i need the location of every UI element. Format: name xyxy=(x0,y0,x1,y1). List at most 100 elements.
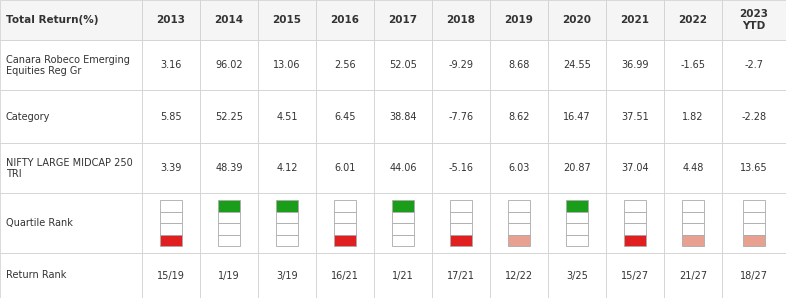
Bar xyxy=(450,223,472,235)
Bar xyxy=(682,200,704,212)
Bar xyxy=(508,212,530,223)
Text: TRI: TRI xyxy=(6,169,22,179)
Bar xyxy=(606,193,664,253)
Bar xyxy=(566,212,588,223)
Bar xyxy=(218,223,240,235)
Text: 6.03: 6.03 xyxy=(509,163,530,173)
Text: 48.39: 48.39 xyxy=(215,163,243,173)
Bar xyxy=(334,235,356,246)
Text: 2020: 2020 xyxy=(563,15,592,25)
Bar xyxy=(682,223,704,235)
Text: 18/27: 18/27 xyxy=(740,271,768,280)
Bar xyxy=(316,40,374,90)
Bar xyxy=(160,200,182,212)
Text: 1.82: 1.82 xyxy=(682,111,703,122)
Bar xyxy=(218,200,240,212)
Text: -9.29: -9.29 xyxy=(449,60,473,70)
Bar xyxy=(722,143,786,193)
Bar xyxy=(548,193,606,253)
Bar xyxy=(450,212,472,223)
Text: 1/19: 1/19 xyxy=(219,271,240,280)
Bar xyxy=(374,0,432,40)
Text: 15/19: 15/19 xyxy=(157,271,185,280)
Bar xyxy=(624,200,646,212)
Text: 2023
YTD: 2023 YTD xyxy=(740,9,769,31)
Bar xyxy=(160,223,182,235)
Bar xyxy=(432,193,490,253)
Text: 4.51: 4.51 xyxy=(276,111,298,122)
Bar xyxy=(218,212,240,223)
Bar xyxy=(624,223,646,235)
Bar xyxy=(664,143,722,193)
Bar xyxy=(374,90,432,143)
Bar xyxy=(200,193,258,253)
Bar xyxy=(624,235,646,246)
Bar xyxy=(276,212,298,223)
Bar xyxy=(0,143,142,193)
Bar xyxy=(432,143,490,193)
Bar xyxy=(722,193,786,253)
Bar xyxy=(276,235,298,246)
Bar xyxy=(142,143,200,193)
Bar xyxy=(664,40,722,90)
Bar xyxy=(392,223,414,235)
Text: 37.51: 37.51 xyxy=(621,111,649,122)
Bar xyxy=(160,212,182,223)
Bar xyxy=(722,90,786,143)
Bar xyxy=(450,200,472,212)
Bar xyxy=(392,200,414,212)
Text: 44.06: 44.06 xyxy=(389,163,417,173)
Bar xyxy=(316,193,374,253)
Bar xyxy=(334,223,356,235)
Bar xyxy=(0,193,142,253)
Bar xyxy=(566,200,588,212)
Bar xyxy=(722,0,786,40)
Bar xyxy=(200,143,258,193)
Text: 2017: 2017 xyxy=(388,15,417,25)
Bar xyxy=(508,223,530,235)
Bar xyxy=(432,253,490,298)
Text: Return Rank: Return Rank xyxy=(6,271,66,280)
Text: 2019: 2019 xyxy=(505,15,534,25)
Bar xyxy=(142,0,200,40)
Text: 1/21: 1/21 xyxy=(392,271,414,280)
Bar xyxy=(142,193,200,253)
Bar xyxy=(490,253,548,298)
Bar xyxy=(276,200,298,212)
Bar xyxy=(682,212,704,223)
Bar xyxy=(664,90,722,143)
Bar xyxy=(334,200,356,212)
Text: 52.25: 52.25 xyxy=(215,111,243,122)
Text: 4.12: 4.12 xyxy=(276,163,298,173)
Bar xyxy=(432,90,490,143)
Text: 52.05: 52.05 xyxy=(389,60,417,70)
Bar xyxy=(316,253,374,298)
Bar xyxy=(606,253,664,298)
Text: 20.87: 20.87 xyxy=(563,163,591,173)
Text: 16/21: 16/21 xyxy=(331,271,359,280)
Bar xyxy=(374,40,432,90)
Bar xyxy=(200,40,258,90)
Bar xyxy=(316,0,374,40)
Text: -2.28: -2.28 xyxy=(741,111,766,122)
Bar xyxy=(722,253,786,298)
Bar xyxy=(276,223,298,235)
Bar xyxy=(374,143,432,193)
Bar xyxy=(743,223,765,235)
Bar xyxy=(743,235,765,246)
Bar xyxy=(142,90,200,143)
Bar xyxy=(490,90,548,143)
Text: 4.48: 4.48 xyxy=(682,163,703,173)
Text: 2021: 2021 xyxy=(620,15,649,25)
Text: 36.99: 36.99 xyxy=(621,60,648,70)
Bar xyxy=(722,40,786,90)
Text: 15/27: 15/27 xyxy=(621,271,649,280)
Text: 2022: 2022 xyxy=(678,15,707,25)
Text: 2018: 2018 xyxy=(446,15,476,25)
Text: 21/27: 21/27 xyxy=(679,271,707,280)
Text: 17/21: 17/21 xyxy=(447,271,475,280)
Bar xyxy=(606,40,664,90)
Bar xyxy=(548,90,606,143)
Bar xyxy=(316,143,374,193)
Text: 13.06: 13.06 xyxy=(274,60,301,70)
